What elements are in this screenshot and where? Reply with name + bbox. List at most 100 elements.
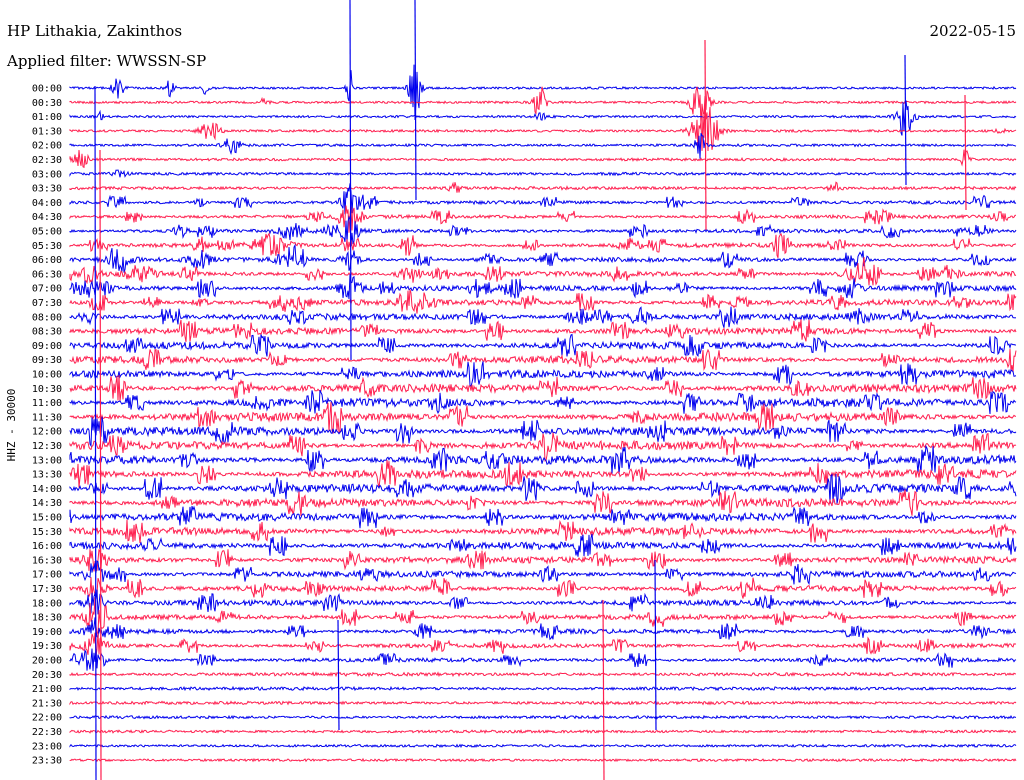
seismic-trace [69, 519, 1017, 544]
tick-label: 07:00 [32, 284, 62, 295]
seismic-trace [69, 729, 1017, 735]
seismic-trace [69, 489, 1017, 517]
tick-label: 23:30 [32, 756, 62, 767]
tick-label: 13:00 [32, 455, 62, 466]
seismic-trace [69, 389, 1017, 415]
seismic-trace [69, 685, 1017, 692]
seismic-trace [69, 473, 1017, 504]
tick-label: 12:00 [32, 427, 62, 438]
tick-label: 06:30 [32, 269, 62, 280]
seismic-trace [69, 648, 1017, 672]
seismic-trace [69, 169, 1017, 178]
station-title: HP Lithakia, Zakinthos [7, 22, 182, 40]
event-spike [654, 559, 657, 731]
event-spike [349, 0, 352, 361]
tick-label: 22:00 [32, 713, 62, 724]
seismic-trace [69, 597, 1017, 635]
tick-label: 05:00 [32, 227, 62, 238]
tick-label: 21:30 [32, 698, 62, 709]
seismic-trace [69, 215, 1017, 246]
tick-label: 18:30 [32, 613, 62, 624]
seismic-trace [69, 232, 1017, 258]
seismic-trace [69, 432, 1017, 462]
seismic-trace [69, 632, 1017, 657]
seismic-trace [69, 374, 1017, 402]
seismic-trace [69, 589, 1017, 615]
tick-label: 23:00 [32, 741, 62, 752]
seismic-trace [69, 577, 1017, 599]
date-label: 2022-05-15 [930, 22, 1016, 40]
seismic-trace [69, 505, 1017, 529]
tick-label: 02:00 [32, 141, 62, 152]
tick-label: 03:30 [32, 184, 62, 195]
trace-group [69, 0, 1017, 780]
seismic-trace [69, 444, 1017, 475]
seismic-trace [69, 348, 1017, 373]
event-spike [904, 54, 907, 186]
tick-label: 22:30 [32, 727, 62, 738]
event-spike [337, 619, 340, 731]
seismic-trace [69, 181, 1017, 193]
tick-label: 11:00 [32, 398, 62, 409]
tick-label: 20:00 [32, 656, 62, 667]
tick-label: 14:00 [32, 484, 62, 495]
tick-label: 04:00 [32, 198, 62, 209]
seismic-trace [69, 402, 1016, 435]
tick-label: 08:00 [32, 312, 62, 323]
tick-label: 17:30 [32, 584, 62, 595]
seismic-trace [69, 257, 1017, 286]
seismic-trace [69, 243, 1017, 273]
tick-label: 11:30 [32, 412, 62, 423]
seismic-trace [69, 533, 1017, 557]
event-spike [94, 85, 97, 780]
tick-label: 01:00 [32, 112, 62, 123]
y-axis-label: HHZ - 30000 [5, 389, 18, 462]
seismic-trace [69, 671, 1016, 678]
tick-label: 19:00 [32, 627, 62, 638]
tick-label: 00:00 [32, 84, 62, 95]
tick-label: 10:30 [32, 384, 62, 395]
tick-label: 13:30 [32, 470, 62, 481]
tick-label: 07:30 [32, 298, 62, 309]
tick-label: 08:30 [32, 327, 62, 338]
event-spike [414, 0, 417, 201]
tick-label: 18:00 [32, 598, 62, 609]
tick-label: 12:30 [32, 441, 62, 452]
tick-label: 17:00 [32, 570, 62, 581]
seismic-trace [69, 319, 1017, 342]
tick-label: 09:30 [32, 355, 62, 366]
seismic-trace [69, 149, 1017, 169]
tick-label: 19:30 [32, 641, 62, 652]
tick-label: 21:00 [32, 684, 62, 695]
event-spike [602, 599, 605, 780]
tick-label: 16:00 [32, 541, 62, 552]
seismic-trace [69, 743, 1017, 749]
seismic-trace [69, 289, 1017, 314]
seismic-trace [69, 617, 1017, 641]
seismic-trace [69, 416, 1017, 448]
seismic-trace [69, 757, 1017, 763]
tick-label: 06:00 [32, 255, 62, 266]
tick-label: 01:30 [32, 126, 62, 137]
tick-label: 09:00 [32, 341, 62, 352]
event-spike [99, 149, 102, 780]
seismic-trace [69, 103, 1017, 152]
tick-label: 02:30 [32, 155, 62, 166]
event-spike [964, 94, 967, 211]
filter-subtitle: Applied filter: WWSSN-SP [6, 52, 206, 70]
tick-label: 03:00 [32, 169, 62, 180]
seismic-trace [69, 205, 1017, 233]
seismic-trace [69, 274, 1017, 300]
seismic-trace [69, 306, 1017, 328]
seismic-trace [69, 700, 1017, 706]
tick-label: 20:30 [32, 670, 62, 681]
seismic-trace [69, 333, 1016, 357]
tick-label: 10:00 [32, 370, 62, 381]
seismic-trace [69, 549, 1017, 572]
tick-label: 15:30 [32, 527, 62, 538]
tick-label: 00:30 [32, 98, 62, 109]
tick-label: 04:30 [32, 212, 62, 223]
seismic-trace [69, 560, 1017, 586]
seismic-trace [69, 86, 1017, 127]
